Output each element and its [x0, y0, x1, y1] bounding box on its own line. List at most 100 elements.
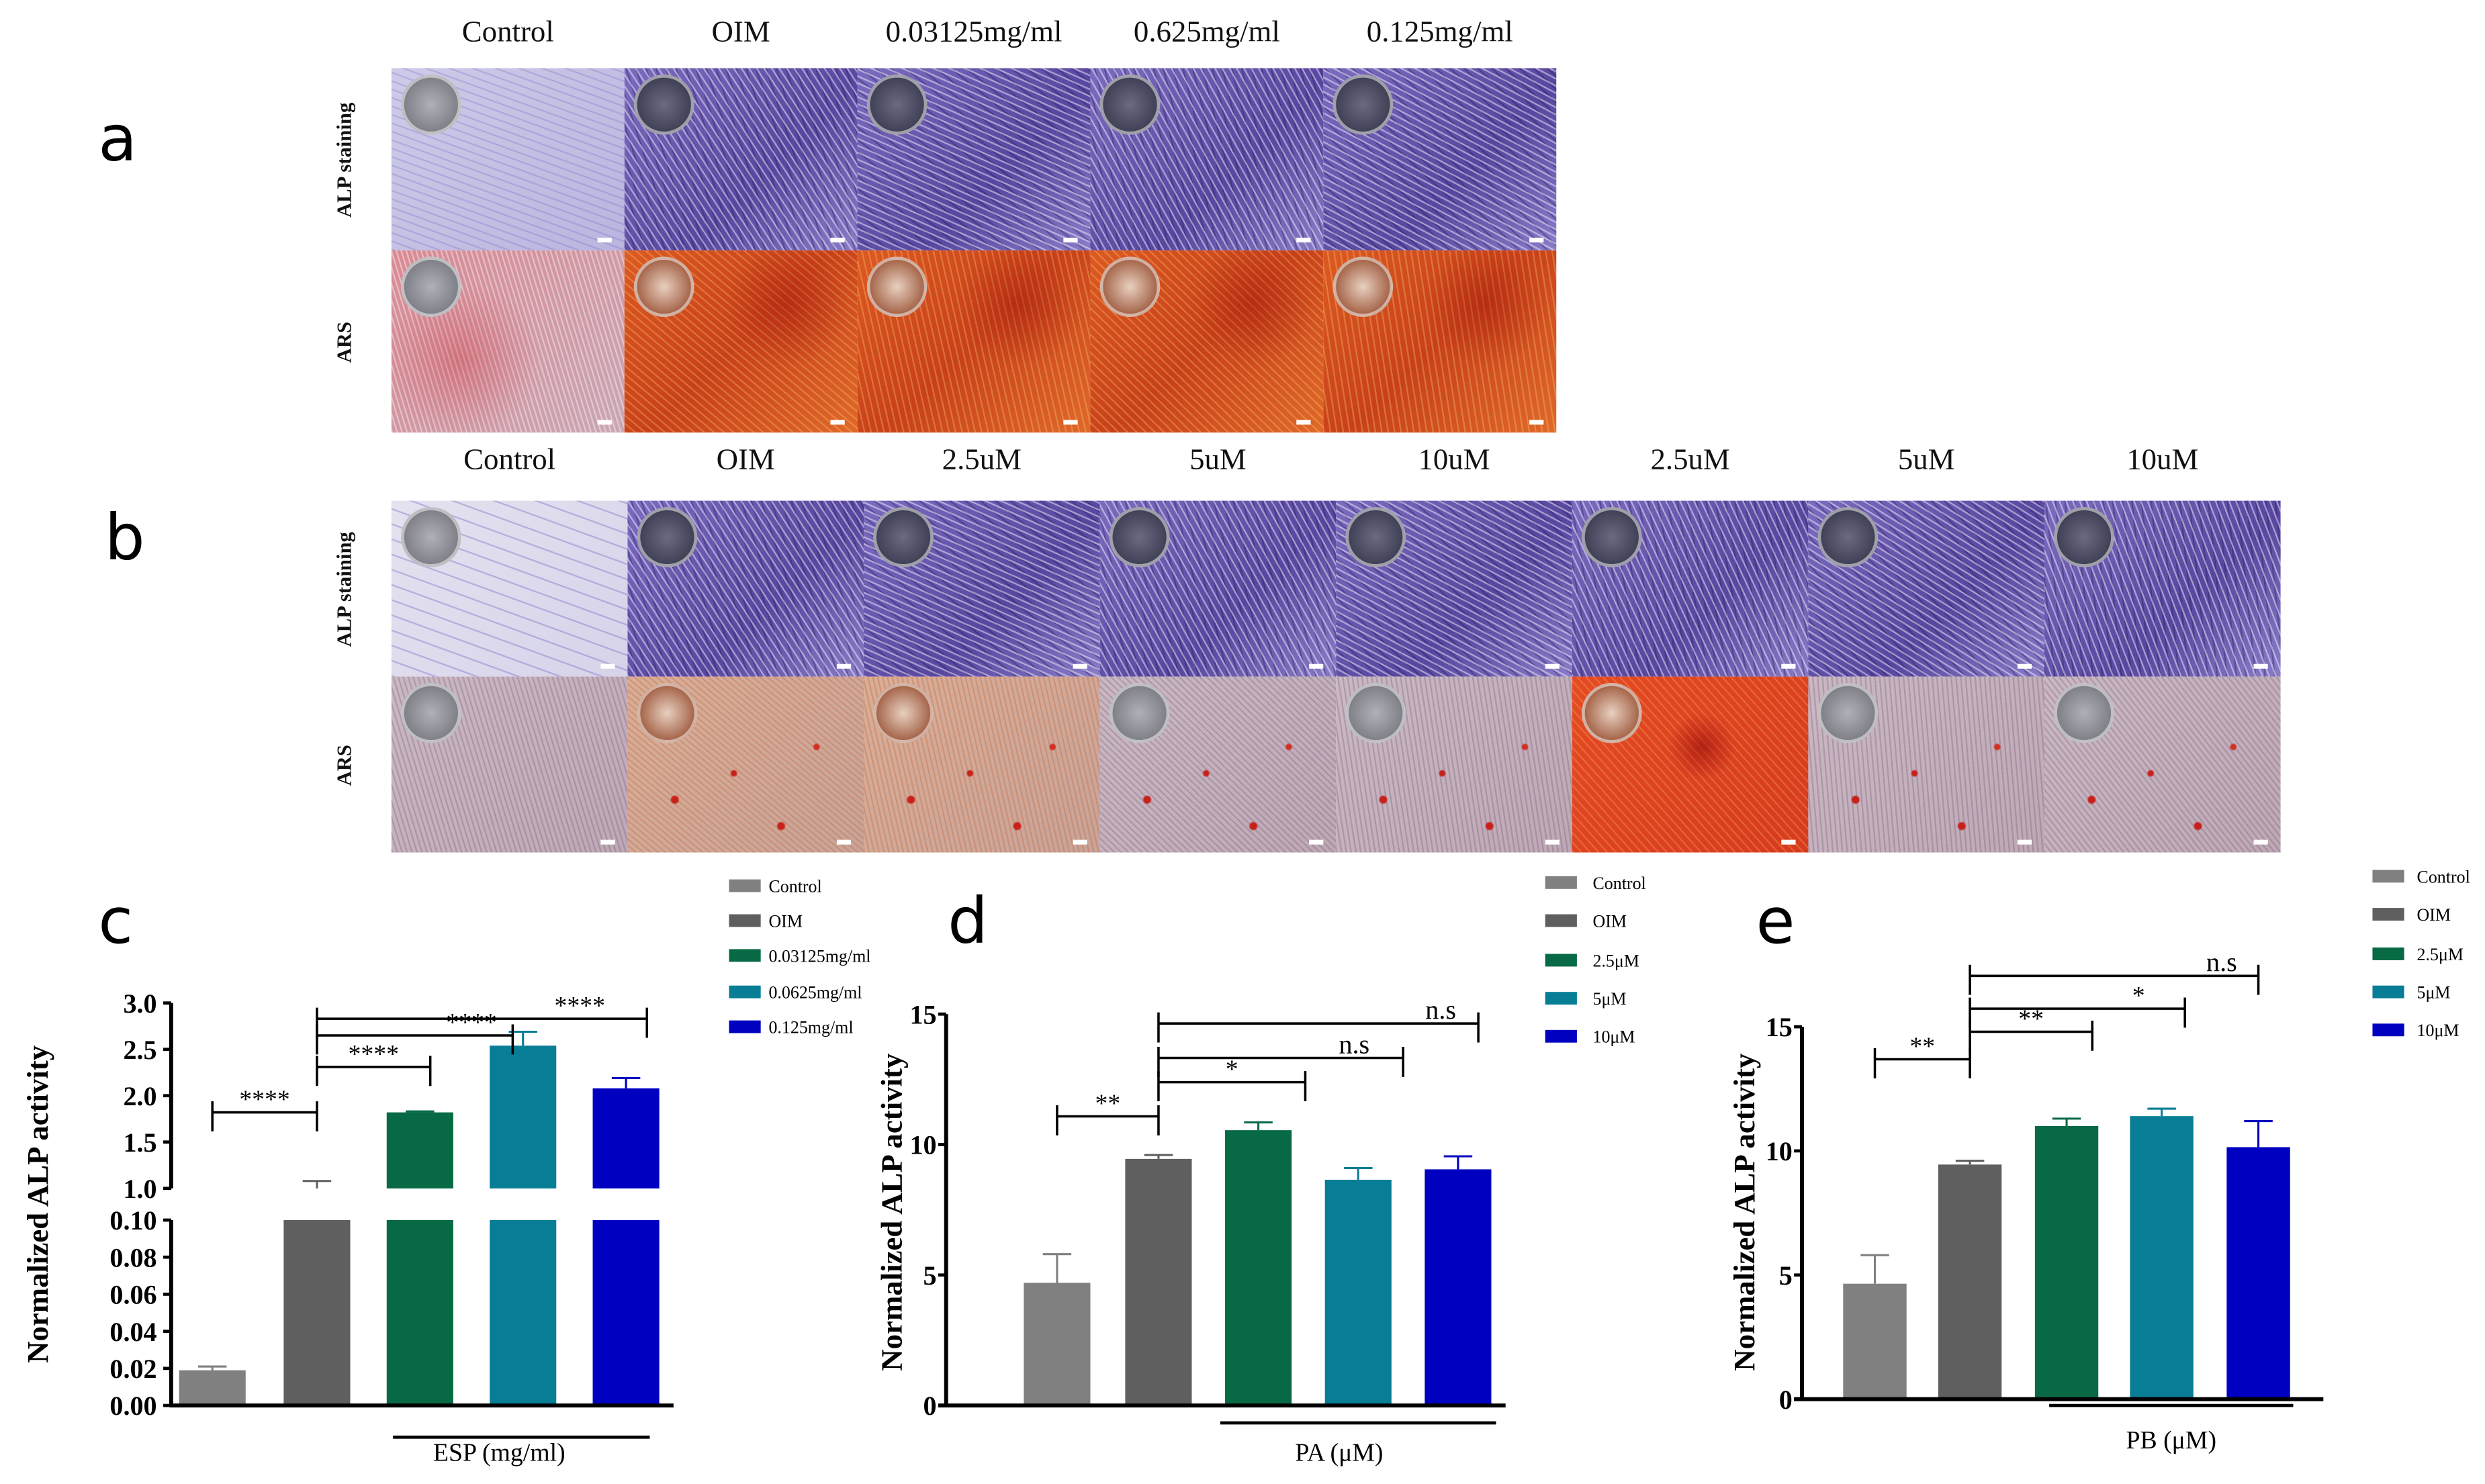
y-tick-label: 1.0	[123, 1174, 156, 1204]
micrograph-ars-pale-orange	[627, 676, 864, 853]
y-tick-label: 10	[1766, 1136, 1793, 1166]
scale-bar	[597, 237, 612, 243]
legend-label: 10μM	[1592, 1027, 1635, 1047]
group-label: PA (μM)	[1295, 1439, 1383, 1467]
y-tick-label: 5	[923, 1260, 937, 1291]
well-overview-inset	[1332, 257, 1394, 317]
bar-lower	[283, 1219, 351, 1406]
well-overview-inset	[637, 507, 698, 567]
y-axis-label: Normalized ALP activity	[875, 1054, 909, 1371]
legend-label: 5μM	[1592, 989, 1626, 1009]
well-overview-inset	[873, 683, 934, 743]
well-overview-inset	[1817, 683, 1879, 743]
panel-letter: d	[948, 884, 988, 958]
bar-upper	[592, 1088, 660, 1189]
legend-label: OIM	[1592, 911, 1626, 931]
bar-upper	[386, 1112, 453, 1189]
column-header: Control	[463, 443, 556, 477]
significance-label: **	[1909, 1032, 1935, 1060]
column-header: OIM	[716, 443, 775, 477]
bar	[1938, 1164, 2002, 1399]
legend-label: Control	[2417, 867, 2470, 886]
well-overview-inset	[1109, 683, 1170, 743]
y-tick-label: 5	[1779, 1260, 1793, 1291]
micrograph-alp-faint	[391, 500, 628, 677]
scale-bar	[600, 839, 615, 845]
well-overview-inset	[1817, 507, 1879, 567]
micrograph-alp	[1336, 500, 1572, 677]
bar	[1425, 1169, 1492, 1406]
y-tick-label: 0.00	[109, 1391, 156, 1421]
micrograph-alp	[1572, 500, 1809, 677]
panel-letter: c	[98, 884, 133, 958]
column-header: OIM	[711, 15, 770, 50]
column-header: 5uM	[1189, 443, 1247, 477]
micrograph-ars-pale	[1336, 676, 1572, 853]
legend-label: 2.5μM	[1592, 951, 1639, 970]
bar	[2034, 1125, 2099, 1399]
significance-label: ****	[349, 1040, 400, 1068]
scale-bar	[1545, 663, 1560, 669]
panel-b-letter: b	[104, 502, 145, 575]
micrograph-ars	[1090, 250, 1324, 433]
well-overview-inset	[401, 74, 461, 135]
scale-bar	[1529, 420, 1544, 425]
well-overview-inset	[1099, 74, 1161, 135]
micrograph-ars-pale	[1099, 676, 1337, 853]
significance-label: n.s	[1425, 994, 1456, 1025]
scale-bar	[836, 839, 852, 845]
y-tick-label: 0.02	[109, 1354, 156, 1384]
scale-bar	[1309, 663, 1324, 669]
bar	[2130, 1116, 2194, 1399]
significance-label: *	[1226, 1056, 1238, 1084]
legend-swatch	[1545, 876, 1577, 889]
well-overview-inset	[873, 507, 934, 567]
legend-swatch	[729, 914, 761, 927]
legend-label: 0.03125mg/ml	[768, 946, 870, 966]
y-axis-label: Normalized ALP activity	[21, 1046, 54, 1363]
scale-bar	[597, 420, 612, 425]
legend-label: Control	[768, 877, 821, 896]
well-overview-inset	[633, 74, 694, 135]
y-tick-label: 3.0	[123, 988, 156, 1019]
column-header: 10uM	[1418, 443, 1490, 477]
legend-swatch	[2372, 908, 2404, 921]
legend-label: OIM	[2417, 905, 2451, 925]
legend-swatch	[729, 1020, 761, 1033]
legend-swatch	[729, 949, 761, 962]
column-header: 2.5uM	[942, 443, 1022, 477]
y-tick-label: 0	[923, 1391, 937, 1421]
bar-upper	[490, 1046, 557, 1189]
column-header: 10uM	[2126, 443, 2199, 477]
scale-bar	[1296, 237, 1311, 243]
scale-bar	[1296, 420, 1311, 425]
micrograph-alp	[857, 68, 1091, 250]
scale-bar	[1073, 663, 1087, 669]
micrograph-ars-pale-orange	[864, 676, 1100, 853]
scale-bar	[1545, 839, 1560, 845]
panel-letter: e	[1756, 884, 1795, 958]
scale-bar	[830, 420, 845, 425]
scale-bar	[2253, 663, 2268, 669]
well-overview-inset	[866, 74, 928, 135]
micrograph-alp	[2044, 500, 2281, 677]
legend-swatch	[1545, 914, 1577, 927]
significance-label: n.s	[2206, 947, 2237, 977]
legend-swatch	[1545, 992, 1577, 1005]
column-header: 0.125mg/ml	[1366, 15, 1513, 50]
y-tick-label: 2.0	[123, 1081, 156, 1111]
well-overview-inset	[2054, 683, 2114, 743]
y-axis-label: Normalized ALP activity	[1727, 1054, 1761, 1371]
scale-bar	[2253, 839, 2268, 845]
column-header: 0.03125mg/ml	[885, 15, 1063, 50]
y-tick-label: 0.10	[109, 1205, 156, 1236]
y-tick-label: 0.06	[109, 1280, 156, 1310]
well-overview-inset	[401, 257, 461, 317]
legend-label: 10μM	[2417, 1021, 2459, 1040]
well-overview-inset	[401, 683, 461, 743]
scale-bar	[1781, 839, 1796, 845]
well-overview-inset	[866, 257, 928, 317]
bar	[1125, 1158, 1192, 1406]
bar-lower	[592, 1219, 660, 1406]
micrograph-ars-pale	[2044, 676, 2281, 853]
